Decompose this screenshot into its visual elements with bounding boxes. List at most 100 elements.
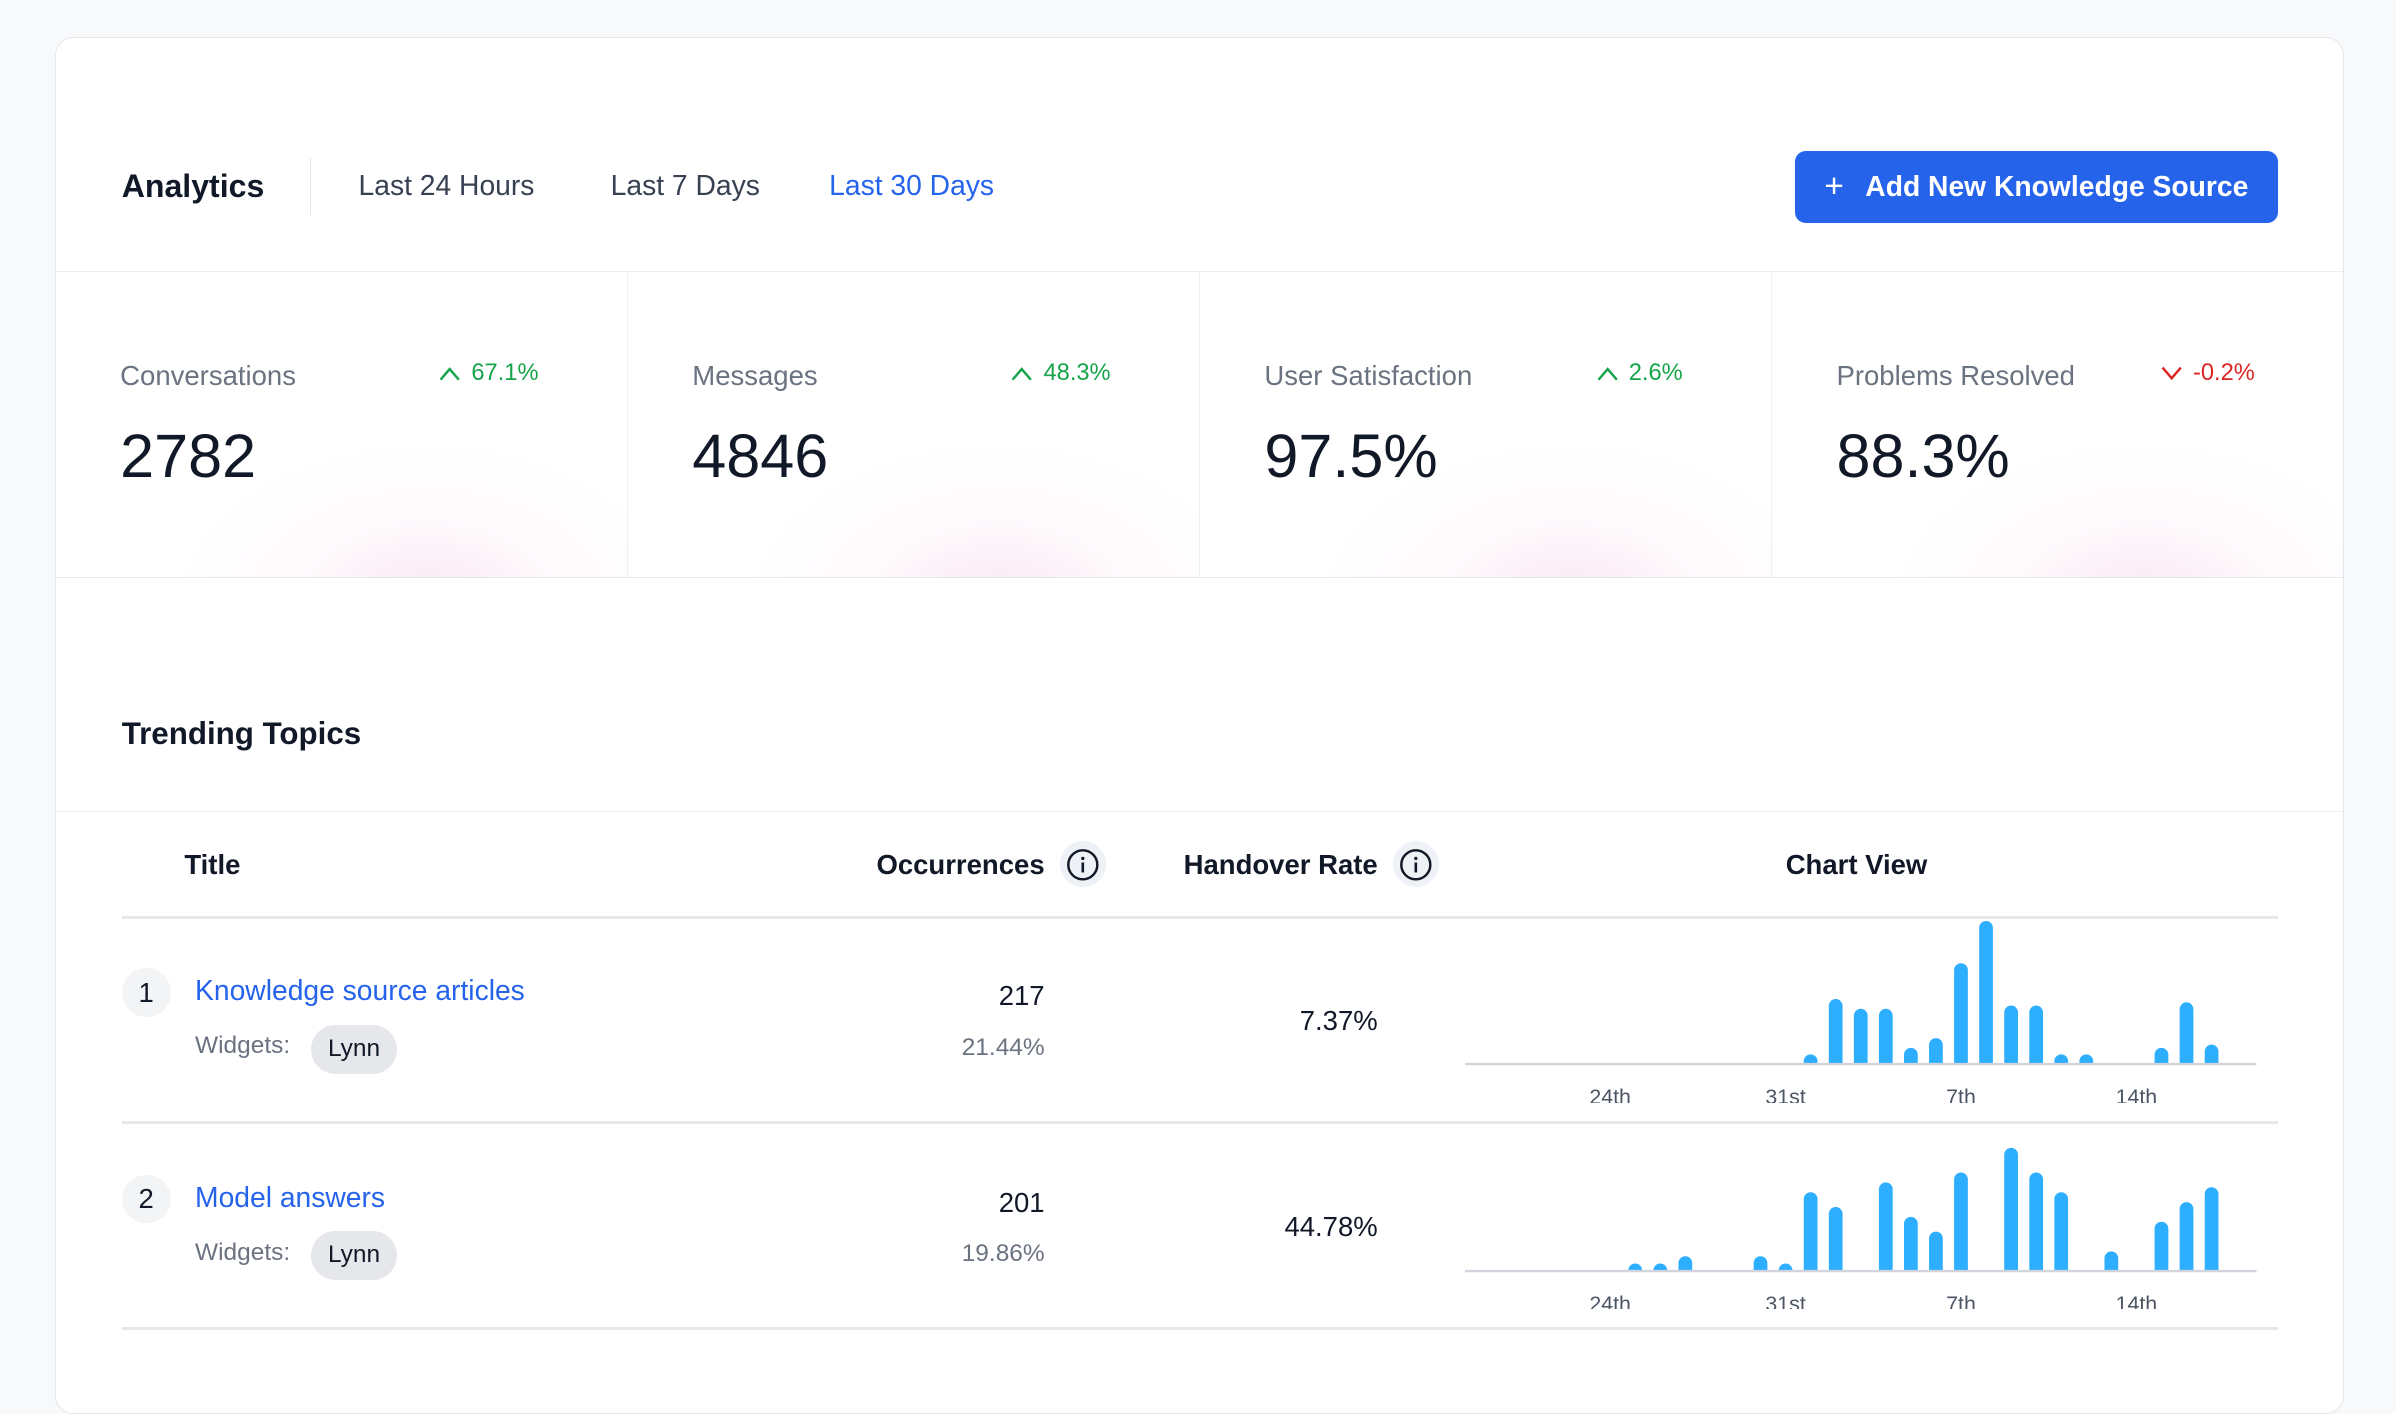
occurrences-value: 201	[998, 1186, 1045, 1218]
chart-bar	[2154, 1221, 2169, 1271]
add-button-label: Add New Knowledge Source	[1865, 170, 2249, 203]
stat-label: Messages	[692, 360, 818, 392]
table-row: 2 Model answers Widgets: Lynn 201 19.86%…	[121, 1124, 2278, 1330]
info-icon[interactable]	[1059, 841, 1106, 888]
stat-change-value: -0.2%	[2192, 360, 2255, 387]
chart-bar	[1803, 1054, 1818, 1065]
stat-card: Conversations 67.1% 2782	[56, 271, 629, 578]
chart-tick-label: 31st	[1765, 1085, 1805, 1102]
plus-icon: +	[1824, 167, 1844, 205]
chart-tick-label: 14th	[2115, 1291, 2157, 1308]
rank-badge: 2	[121, 1174, 171, 1224]
stat-value: 2782	[120, 422, 257, 491]
stat-value: 4846	[692, 422, 829, 491]
chart-bar	[1928, 1038, 1943, 1065]
tab-last-7-days[interactable]: Last 7 Days	[610, 169, 760, 202]
add-knowledge-source-button[interactable]: + Add New Knowledge Source	[1794, 150, 2278, 223]
chart-bar	[1928, 1231, 1943, 1271]
chart-bar	[1803, 1191, 1818, 1271]
chart-tick-label: 7th	[1946, 1291, 1976, 1308]
trending-topics-title: Trending Topics	[121, 716, 362, 752]
widgets-label: Widgets:	[195, 1238, 291, 1266]
tab-last-30-days[interactable]: Last 30 Days	[829, 169, 995, 202]
chevron-up-icon	[1597, 367, 1618, 381]
topic-link[interactable]: Knowledge source articles	[195, 974, 525, 1007]
trend-bar-chart: 24th 31st 7th 14th	[1464, 921, 2257, 1103]
chart-bar	[1778, 1263, 1793, 1271]
chevron-up-icon	[1012, 367, 1033, 381]
chart-bar	[1678, 1255, 1693, 1271]
chart-bar	[1878, 1182, 1893, 1271]
chart-bar	[2154, 1048, 2169, 1065]
chart-bar	[2004, 1005, 2018, 1065]
stats-row: Conversations 67.1% 2782 Messages 48.3% …	[56, 271, 2344, 579]
stat-card: User Satisfaction 2.6% 97.5%	[1200, 271, 1773, 578]
chart-bar	[2179, 1201, 2194, 1271]
chart-bar	[1828, 1206, 1843, 1271]
chart-bar	[2029, 1005, 2043, 1065]
column-header-chart-view: Chart View	[1785, 849, 1928, 881]
stat-value: 88.3%	[1836, 422, 2010, 491]
chevron-up-icon	[439, 367, 461, 381]
background-glow	[1314, 439, 1772, 578]
stat-change: 67.1%	[439, 360, 539, 387]
page-title: Analytics	[121, 167, 265, 204]
chart-bar	[1903, 1048, 1918, 1065]
chart-tick-label: 24th	[1589, 1085, 1631, 1102]
analytics-header: Analytics Last 24 Hours Last 7 Days Last…	[56, 38, 2344, 273]
chevron-down-icon	[2161, 366, 2182, 381]
chart-bar	[2204, 1186, 2219, 1271]
widget-chip[interactable]: Lynn	[311, 1024, 397, 1074]
stat-change-value: 2.6%	[1628, 360, 1683, 387]
chart-bar	[1903, 1216, 1918, 1271]
background-glow	[1886, 439, 2344, 578]
chart-tick-label: 31st	[1765, 1291, 1805, 1308]
table-row: 1 Knowledge source articles Widgets: Lyn…	[121, 918, 2278, 1124]
info-icon[interactable]	[1393, 841, 1439, 888]
divider	[121, 1327, 2278, 1331]
chart-bar	[2054, 1054, 2068, 1065]
chart-bar	[2004, 1147, 2018, 1271]
chart-bar	[1878, 1009, 1893, 1065]
stat-card: Messages 48.3% 4846	[628, 271, 1201, 578]
column-header-occurrences: Occurrences	[876, 849, 1045, 881]
stat-label: Problems Resolved	[1836, 360, 2075, 392]
trend-bar-chart: 24th 31st 7th 14th	[1464, 1147, 2257, 1309]
divider	[121, 1121, 2278, 1125]
chart-bar	[1828, 999, 1843, 1065]
divider	[56, 810, 2344, 813]
stat-change-value: 48.3%	[1043, 360, 1111, 387]
occurrences-share: 19.86%	[961, 1240, 1045, 1268]
background-glow	[170, 439, 628, 578]
chart-bar	[1853, 1009, 1868, 1065]
handover-rate-value: 44.78%	[1284, 1211, 1378, 1243]
topic-link[interactable]: Model answers	[195, 1180, 386, 1213]
occurrences-share: 21.44%	[961, 1033, 1045, 1061]
chart-bar	[2054, 1191, 2068, 1271]
stat-card: Problems Resolved -0.2% 88.3%	[1772, 271, 2344, 578]
stat-label: User Satisfaction	[1264, 360, 1473, 392]
chart-bar	[1978, 921, 1993, 1065]
stat-change-value: 67.1%	[471, 360, 539, 387]
stat-change: 48.3%	[1011, 360, 1111, 387]
rank-badge: 1	[121, 968, 171, 1018]
handover-rate-value: 7.37%	[1299, 1004, 1378, 1036]
chart-bar	[2079, 1054, 2093, 1065]
chart-bar	[2204, 1044, 2219, 1065]
widgets-label: Widgets:	[195, 1032, 291, 1060]
divider	[309, 158, 312, 215]
divider	[121, 916, 2278, 920]
stat-value: 97.5%	[1264, 422, 1438, 491]
column-header-handover-rate: Handover Rate	[1183, 849, 1378, 881]
stat-change: 2.6%	[1597, 360, 1683, 387]
chart-tick-label: 14th	[2115, 1085, 2157, 1102]
tab-last-24-hours[interactable]: Last 24 Hours	[358, 169, 535, 202]
chart-tick-label: 7th	[1946, 1085, 1976, 1102]
widget-chip[interactable]: Lynn	[311, 1231, 397, 1280]
chart-bar	[1953, 963, 1968, 1065]
analytics-card: Analytics Last 24 Hours Last 7 Days Last…	[55, 36, 2345, 1414]
chart-bar	[1953, 1172, 1968, 1271]
chart-bar	[2104, 1251, 2119, 1271]
chart-bar	[1753, 1255, 1768, 1271]
chart-bar	[2179, 1002, 2194, 1065]
